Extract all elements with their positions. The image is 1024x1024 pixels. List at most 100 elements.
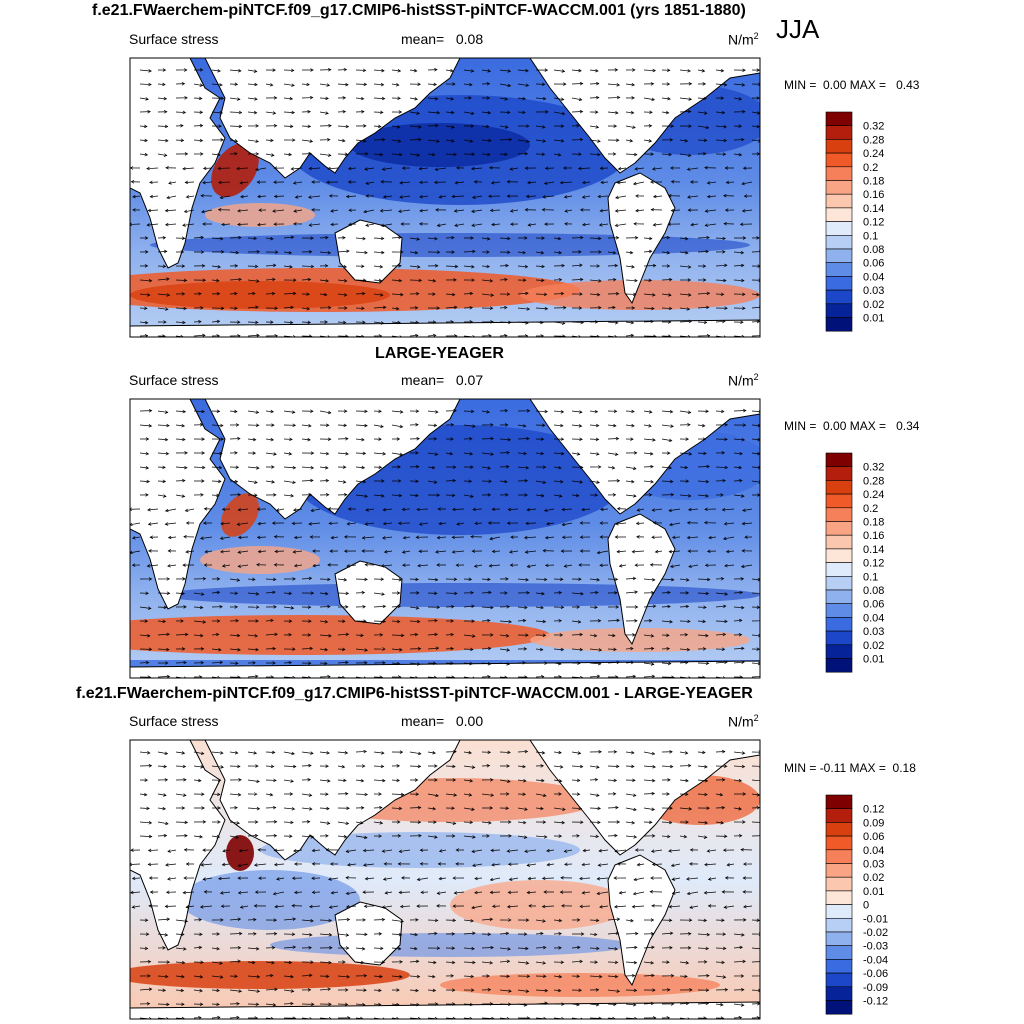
wind-vector-head	[361, 947, 366, 951]
wind-vector	[247, 634, 258, 637]
wind-vector-head	[164, 904, 169, 909]
wind-vector	[211, 793, 220, 795]
wind-vector-head	[721, 451, 726, 455]
wind-vector-head	[147, 606, 152, 610]
wind-vector	[283, 989, 294, 992]
wind-vector-head	[431, 465, 436, 470]
wind-vector-head	[383, 550, 388, 554]
wind-vector	[139, 480, 150, 482]
wind-vector	[697, 751, 706, 753]
wind-vector-head	[649, 451, 654, 456]
wind-vector-head	[612, 493, 617, 497]
wind-vector-head	[539, 647, 544, 652]
wind-vector-head	[452, 465, 457, 469]
wind-vector	[247, 83, 258, 86]
wind-vector-head	[145, 591, 149, 595]
wind-vector-head	[396, 125, 401, 129]
wind-vector-head	[703, 278, 707, 282]
wind-vector	[715, 961, 725, 963]
wind-vector-head	[289, 834, 293, 838]
colorbar-tick-label: 0.03	[863, 626, 884, 638]
wind-vector	[157, 676, 170, 678]
wind-vector-head	[396, 1016, 400, 1019]
wind-vector	[355, 480, 366, 483]
wind-vector	[571, 279, 583, 281]
wind-vector	[193, 765, 204, 768]
wind-vector	[715, 410, 724, 412]
wind-vector	[751, 947, 760, 950]
wind-vector	[301, 265, 314, 267]
wind-vector	[247, 334, 260, 337]
wind-vector-head	[595, 590, 599, 595]
wind-vector-head	[436, 139, 440, 143]
wind-vector-head	[378, 437, 382, 441]
wind-vector	[733, 807, 742, 810]
wind-vector-head	[253, 236, 258, 241]
wind-vector-head	[723, 124, 727, 129]
wind-vector	[427, 989, 436, 991]
wind-vector-head	[614, 68, 619, 72]
panel-2-min-value: 0.00	[823, 419, 847, 433]
wind-vector-head	[595, 95, 600, 100]
wind-vector	[583, 849, 591, 852]
wind-vector-head	[742, 876, 746, 880]
wind-vector-head	[399, 975, 403, 979]
wind-vector-head	[363, 124, 367, 128]
wind-vector	[319, 648, 328, 651]
wind-vector-head	[724, 437, 728, 442]
wind-vector-head	[255, 410, 260, 414]
wind-vector	[471, 209, 483, 212]
wind-vector-head	[581, 891, 586, 895]
wind-vector	[697, 111, 707, 114]
wind-vector-head	[198, 96, 203, 101]
wind-vector-head	[342, 647, 346, 652]
wind-vector-head	[578, 563, 582, 567]
wind-vector-head	[613, 423, 617, 428]
wind-vector-head	[166, 195, 170, 200]
wind-vector-head	[489, 166, 493, 170]
wind-vector-head	[200, 235, 205, 240]
wind-vector	[643, 139, 652, 142]
wind-vector-head	[216, 1002, 220, 1007]
wind-vector-head	[219, 605, 223, 609]
wind-vector-head	[473, 180, 478, 184]
colorbar-tick-label: -0.02	[863, 927, 888, 939]
wind-vector	[625, 111, 634, 114]
wind-vector	[427, 932, 437, 935]
wind-vector-head	[524, 749, 529, 754]
wind-vector	[211, 237, 223, 240]
wind-vector-head	[453, 209, 458, 213]
colorbar-tick-label: 0.08	[863, 585, 884, 597]
wind-vector-head	[614, 591, 618, 595]
wind-vector-head	[563, 195, 568, 199]
wind-vector-head	[342, 109, 347, 114]
wind-vector-head	[507, 779, 511, 783]
wind-vector-head	[343, 67, 348, 72]
wind-vector-head	[290, 1001, 294, 1006]
wind-vector-head	[240, 194, 244, 199]
wind-vector	[186, 195, 195, 198]
colorbar-swatch	[825, 917, 853, 933]
wind-vector-head	[489, 1002, 494, 1006]
wind-vector-head	[185, 862, 190, 866]
wind-vector	[598, 195, 609, 198]
wind-vector-head	[451, 235, 455, 240]
wind-vector-head	[525, 578, 529, 582]
wind-vector	[211, 633, 219, 636]
wind-vector	[229, 918, 241, 921]
wind-vector	[697, 1002, 709, 1005]
wind-vector	[337, 835, 347, 838]
wind-vector-head	[184, 632, 189, 637]
wind-vector-head	[237, 436, 241, 441]
panel-2-units-base: N/m	[728, 372, 754, 389]
wind-vector	[139, 279, 152, 282]
wind-vector	[715, 661, 728, 664]
wind-vector	[438, 522, 447, 525]
wind-vector-head	[577, 751, 582, 755]
wind-vector-head	[216, 590, 221, 595]
wind-vector-head	[669, 138, 674, 142]
wind-vector-head	[310, 1002, 315, 1007]
wind-vector-head	[181, 647, 186, 651]
wind-vector-head	[578, 97, 583, 102]
wind-vector	[130, 863, 141, 865]
